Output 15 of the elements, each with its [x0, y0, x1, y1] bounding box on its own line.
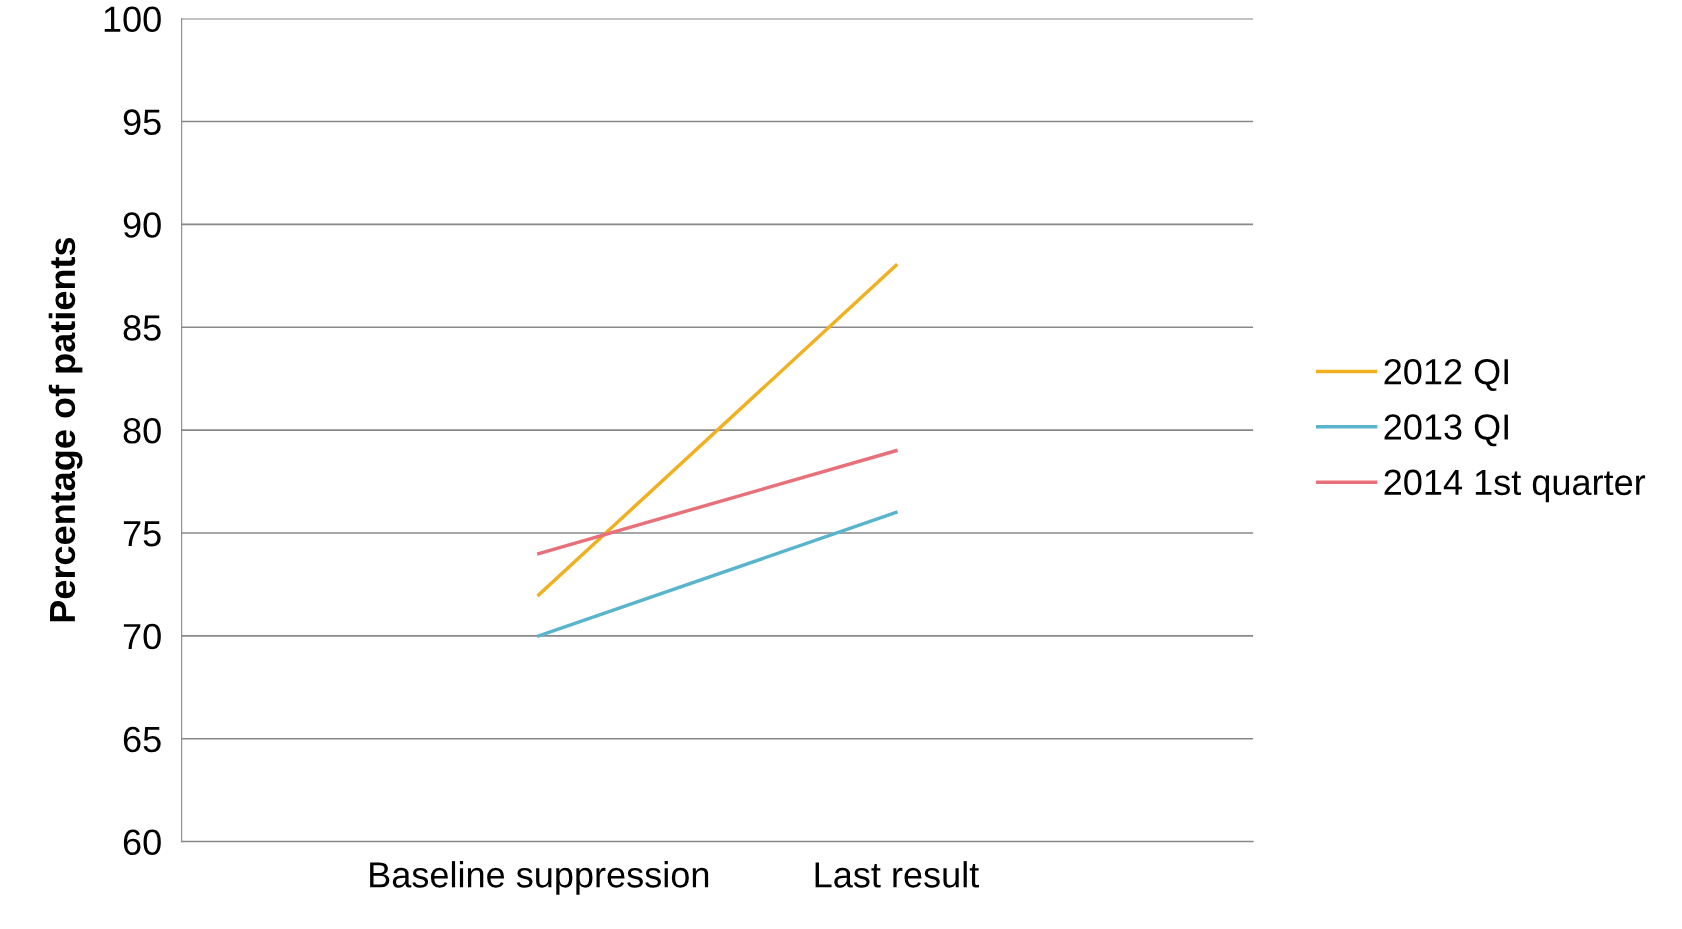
y-tick-label: 90 — [123, 212, 161, 238]
y-tick-label: 95 — [123, 109, 161, 135]
y-axis-title: Percentage of patients — [48, 237, 83, 622]
y-tick-label: 65 — [123, 726, 161, 753]
y-tick-label: 75 — [123, 521, 161, 547]
legend-label: 2014 1st quarter — [1384, 469, 1646, 503]
x-tick-label: Last result — [815, 861, 979, 888]
x-tick-label: Baseline suppression — [370, 861, 709, 895]
y-tick-label: 100 — [104, 6, 161, 33]
y-tick-label: 70 — [123, 623, 161, 650]
y-tick-label: 60 — [123, 829, 161, 856]
legend-label: 2012 QI — [1384, 358, 1508, 391]
legend-label: 2013 QI — [1384, 414, 1508, 447]
y-tick-label: 85 — [123, 315, 161, 341]
y-tick-label: 80 — [123, 418, 161, 444]
